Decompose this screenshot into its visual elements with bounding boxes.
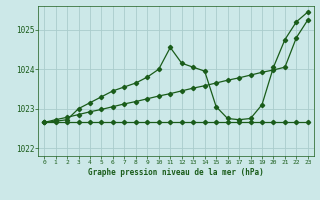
X-axis label: Graphe pression niveau de la mer (hPa): Graphe pression niveau de la mer (hPa) (88, 168, 264, 177)
